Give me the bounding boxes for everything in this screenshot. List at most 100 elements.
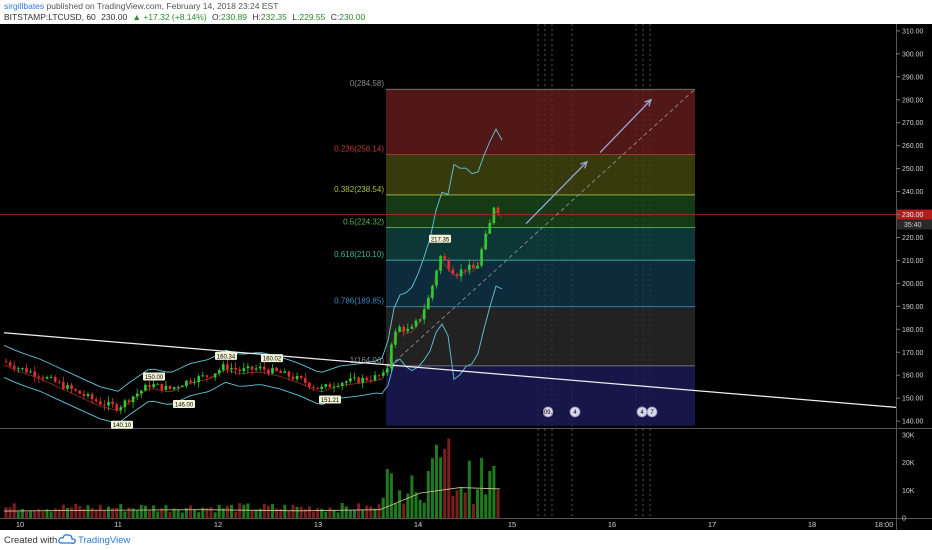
candle-body bbox=[463, 269, 467, 271]
candle-body bbox=[12, 365, 16, 369]
candle-body bbox=[316, 387, 319, 390]
volume-bar bbox=[435, 444, 438, 518]
volume-bar bbox=[53, 508, 57, 518]
volume-bar bbox=[66, 508, 69, 518]
price-tick-label: 230.00 bbox=[902, 212, 924, 219]
candle-body bbox=[242, 368, 246, 372]
volume-bar bbox=[16, 511, 20, 518]
candle-body bbox=[148, 384, 151, 388]
volume-bar bbox=[361, 510, 365, 518]
volume-bar bbox=[230, 505, 233, 518]
volume-bar bbox=[418, 499, 422, 518]
price-tick-label: 150.00 bbox=[902, 396, 924, 403]
candle-body bbox=[386, 368, 389, 373]
fib-level-label: 0.236(256.14) bbox=[334, 145, 384, 154]
volume-bar bbox=[213, 512, 217, 518]
last-price: 230.00 bbox=[101, 12, 128, 22]
time-tick-label: 10 bbox=[16, 520, 24, 529]
volume-bar bbox=[20, 509, 24, 518]
candle-body bbox=[439, 256, 442, 271]
volume-bar bbox=[41, 511, 45, 518]
candle-body bbox=[99, 401, 102, 405]
current-price-label: 230.00 bbox=[902, 212, 924, 219]
event-badge-label: 7 bbox=[650, 410, 654, 416]
volume-bar bbox=[143, 505, 147, 518]
candle-body bbox=[246, 366, 250, 369]
publish-info: published on TradingView.com, February 1… bbox=[46, 1, 279, 11]
projection-arrow-upper-head bbox=[644, 98, 653, 107]
volume-bar bbox=[176, 509, 180, 518]
volume-bar bbox=[283, 504, 287, 518]
volume-bar bbox=[271, 504, 274, 518]
event-badge-icon bbox=[569, 406, 581, 418]
candle-body bbox=[144, 384, 147, 391]
candle-body bbox=[328, 384, 332, 388]
volume-bar bbox=[123, 511, 127, 518]
candle-body bbox=[123, 400, 127, 408]
volume-bar bbox=[102, 509, 106, 518]
time-tick-label: 18 bbox=[808, 520, 816, 529]
candle-body bbox=[381, 372, 385, 376]
volume-bar bbox=[164, 505, 168, 518]
candle-body bbox=[263, 366, 266, 370]
publish-line: sirgillbates published on TradingView.co… bbox=[4, 1, 278, 11]
fib-level-label: 0.382(238.54) bbox=[334, 185, 384, 194]
volume-bar bbox=[184, 508, 188, 518]
volume-bar bbox=[496, 490, 500, 518]
candle-body bbox=[119, 407, 123, 411]
event-badge-label: 409.1 bbox=[540, 410, 556, 416]
volume-bar bbox=[385, 469, 389, 518]
price-chart[interactable]: 0(284.58) 0.236(256.14) 0.382(238.54) 0.5(2… bbox=[0, 24, 932, 530]
candle-body bbox=[443, 256, 446, 261]
candle-body bbox=[70, 385, 73, 390]
candle-body bbox=[455, 274, 459, 277]
volume-bar bbox=[205, 508, 209, 518]
volume-bar bbox=[365, 505, 369, 518]
candle-body bbox=[25, 368, 28, 373]
volume-bar bbox=[61, 504, 65, 518]
candle-body bbox=[431, 285, 434, 298]
fib-level-label: 0.5(224.32) bbox=[343, 218, 384, 227]
candle-body bbox=[369, 380, 373, 381]
volume-bar bbox=[455, 490, 459, 518]
volume-bar bbox=[254, 509, 258, 518]
volume-bar bbox=[369, 506, 373, 518]
candle-body bbox=[160, 383, 164, 390]
candle-body bbox=[205, 375, 209, 377]
volume-ma-line bbox=[3, 487, 501, 512]
time-tick-label: 15 bbox=[508, 520, 516, 529]
candle-body bbox=[74, 389, 77, 391]
candle-body bbox=[312, 386, 315, 388]
candle-body bbox=[201, 375, 205, 377]
volume-bar bbox=[406, 493, 410, 518]
candle-body bbox=[484, 233, 487, 250]
candle-body bbox=[135, 393, 139, 397]
time-tick-label: 17 bbox=[708, 520, 716, 529]
candle-body bbox=[345, 381, 348, 383]
low-label: L: bbox=[292, 12, 300, 22]
projection-arrow bbox=[525, 161, 588, 225]
candle-body bbox=[127, 400, 131, 403]
volume-bar bbox=[389, 473, 393, 518]
candle-body bbox=[414, 320, 418, 327]
candle-body bbox=[58, 381, 61, 383]
candle-body bbox=[21, 368, 24, 369]
candle-body bbox=[222, 364, 225, 370]
author-link[interactable]: sirgillbates bbox=[4, 1, 45, 11]
candle-body bbox=[254, 368, 258, 370]
volume-bar bbox=[94, 510, 98, 518]
tradingview-brand[interactable]: TradingView bbox=[78, 535, 131, 546]
open-value: 230.89 bbox=[221, 12, 248, 22]
symbol-label[interactable]: BITSTAMP:LTCUSD, 60 bbox=[4, 12, 96, 22]
candle-body bbox=[8, 362, 12, 366]
fib-zone bbox=[386, 194, 695, 228]
candle-body bbox=[357, 377, 360, 383]
price-tick-label: 220.00 bbox=[902, 235, 924, 242]
price-tick-label: 160.00 bbox=[902, 373, 924, 380]
candle-body bbox=[250, 366, 254, 370]
volume-bar bbox=[258, 508, 262, 518]
volume-bar bbox=[262, 503, 266, 518]
candle-body bbox=[156, 383, 159, 385]
candle-body bbox=[111, 401, 114, 405]
candle-body bbox=[271, 367, 274, 374]
